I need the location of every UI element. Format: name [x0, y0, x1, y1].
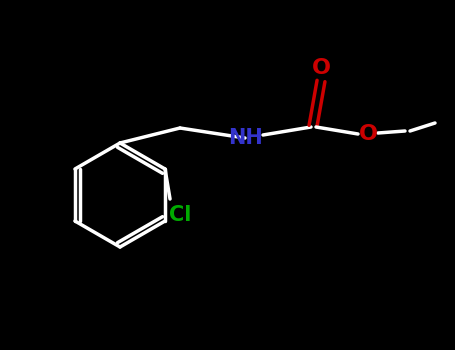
- Text: O: O: [359, 124, 378, 144]
- Text: O: O: [312, 58, 330, 78]
- Text: NH: NH: [228, 128, 263, 148]
- Text: Cl: Cl: [169, 205, 191, 225]
